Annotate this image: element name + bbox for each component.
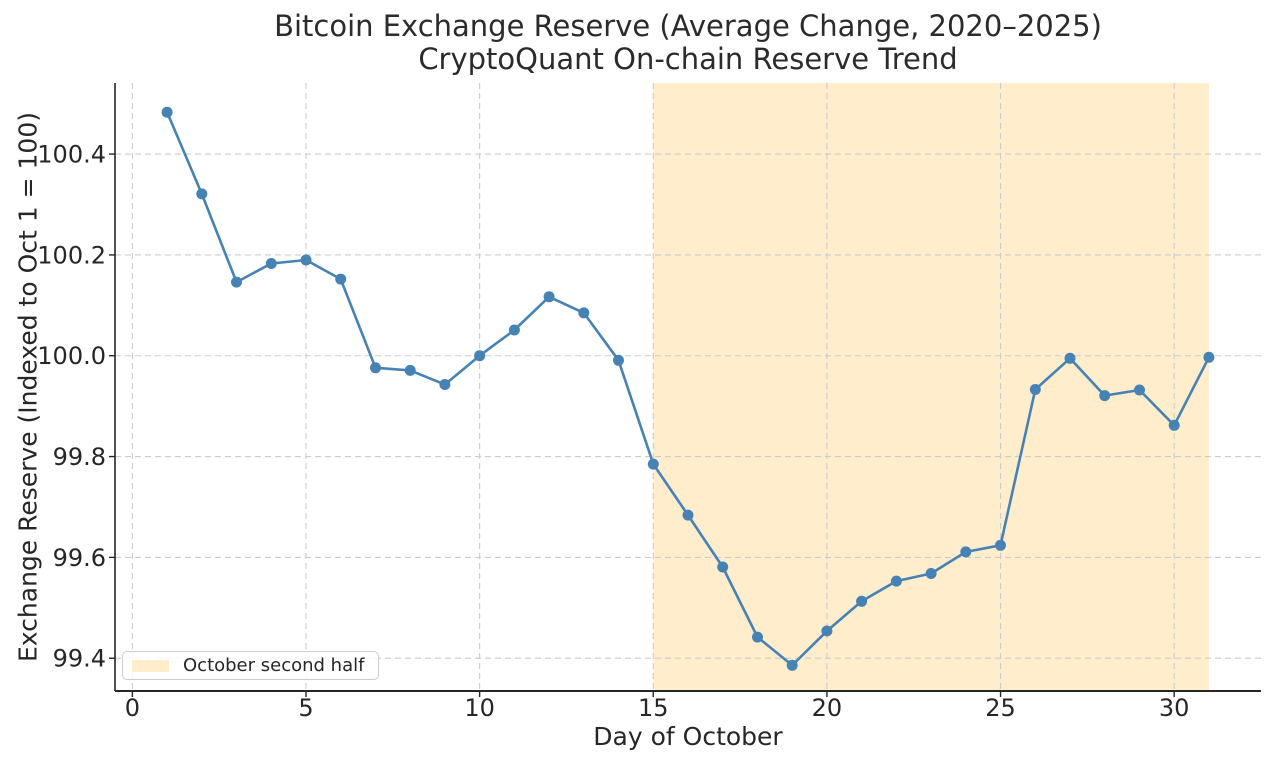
legend: October second half (122, 651, 380, 680)
x-tick-label: 5 (298, 694, 313, 722)
data-point-day-28 (1099, 390, 1111, 402)
data-point-day-3 (231, 276, 242, 288)
data-point-day-8 (404, 364, 416, 376)
shaded-region-october-second-half (653, 83, 1209, 691)
data-point-day-10 (474, 350, 486, 362)
data-point-day-4 (265, 258, 277, 269)
data-point-day-29 (1134, 384, 1145, 396)
data-point-day-25 (995, 539, 1006, 551)
data-point-day-21 (856, 595, 868, 607)
data-point-day-12 (543, 291, 555, 303)
data-point-day-22 (890, 575, 902, 587)
y-tick-label: 100.2 (37, 241, 106, 269)
data-point-day-15 (647, 458, 659, 470)
x-axis-label: Day of October (593, 722, 783, 751)
x-tick-label: 30 (1159, 694, 1190, 722)
data-point-day-9 (439, 379, 451, 390)
y-axis-label: Exchange Reserve (Indexed to Oct 1 = 100… (13, 112, 43, 662)
data-point-day-19 (786, 659, 798, 671)
y-tick-label: 100.4 (37, 141, 106, 169)
x-tick-label: 20 (812, 694, 843, 722)
y-tick-label: 99.8 (53, 443, 106, 471)
data-point-day-7 (370, 362, 381, 374)
data-point-day-20 (821, 625, 833, 637)
data-point-day-30 (1168, 419, 1180, 431)
y-tick-label: 99.4 (53, 645, 106, 673)
y-tick-label: 100.0 (37, 342, 106, 370)
data-point-day-27 (1064, 352, 1076, 364)
x-tick-label: 0 (125, 694, 140, 722)
data-point-day-5 (300, 254, 312, 266)
x-tick-label: 25 (985, 694, 1016, 722)
data-point-day-18 (752, 631, 763, 643)
x-tick-label: 10 (464, 694, 495, 722)
chart-title-line1: Bitcoin Exchange Reserve (Average Change… (274, 9, 1102, 43)
x-tick-label: 15 (638, 694, 669, 722)
legend-label: October second half (183, 655, 365, 676)
data-point-day-1 (161, 106, 173, 118)
data-point-day-6 (335, 273, 347, 285)
data-point-day-31 (1203, 351, 1215, 363)
data-point-day-17 (717, 561, 729, 573)
legend-patch-swatch (132, 659, 169, 672)
y-tick-label: 99.6 (53, 544, 106, 572)
data-point-day-26 (1029, 384, 1041, 395)
data-point-day-24 (960, 546, 972, 558)
data-point-day-23 (925, 568, 937, 579)
chart-title: Bitcoin Exchange Reserve (Average Change… (115, 10, 1261, 76)
data-point-day-16 (682, 509, 694, 521)
data-point-day-14 (613, 354, 624, 366)
data-point-day-13 (578, 307, 590, 319)
chart-title-line2: CryptoQuant On-chain Reserve Trend (418, 42, 958, 76)
data-point-day-2 (196, 188, 208, 200)
data-point-day-11 (508, 324, 520, 336)
